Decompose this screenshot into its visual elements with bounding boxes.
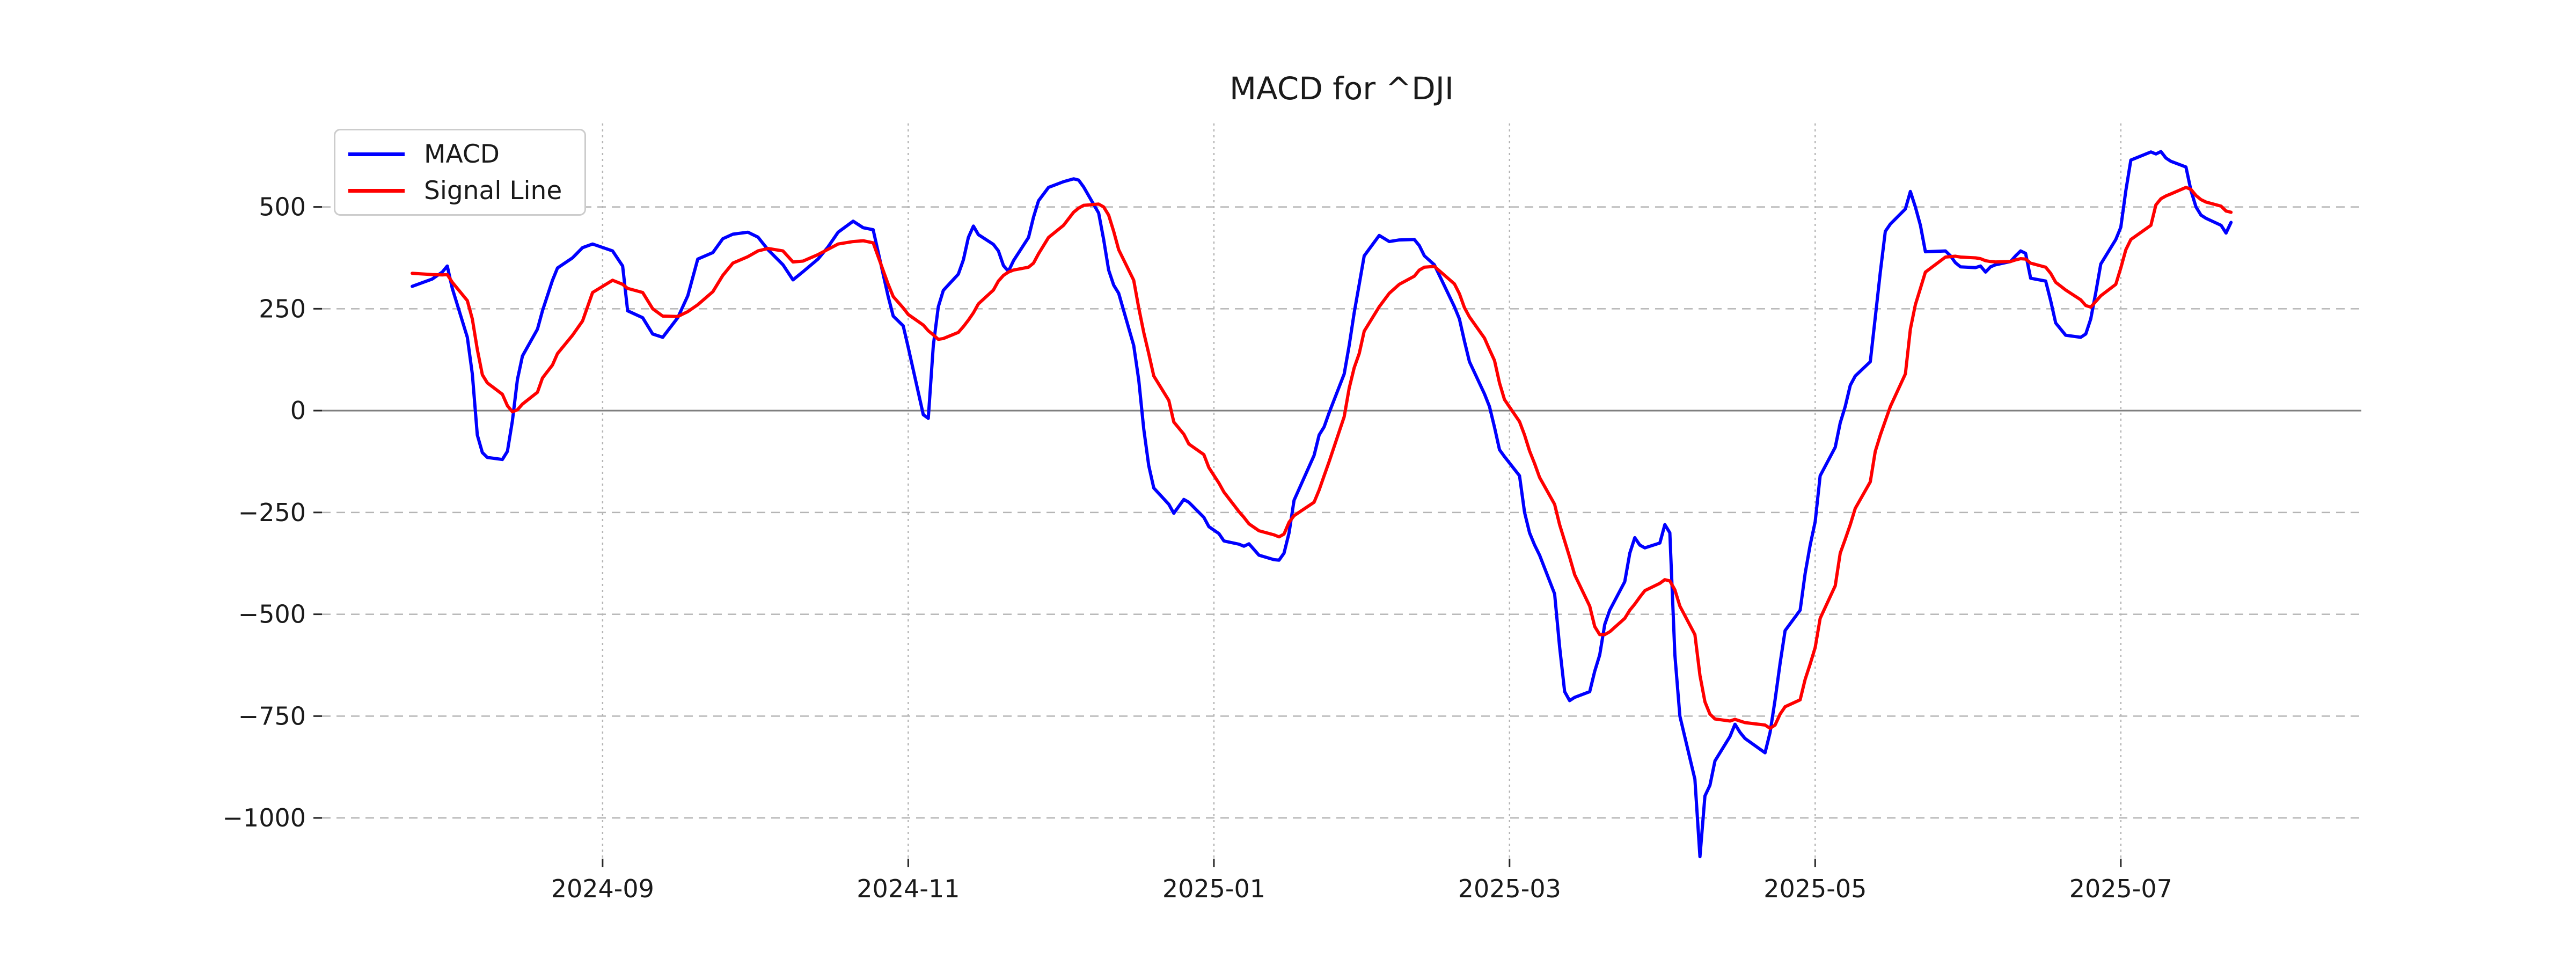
signal-line (411, 186, 2233, 730)
y-tick-label: 500 (259, 193, 306, 222)
legend: MACD Signal Line (334, 129, 586, 216)
signal-line-swatch-icon (348, 188, 405, 193)
y-tick-label: −250 (238, 498, 306, 527)
y-tick-label: −1000 (222, 803, 306, 832)
macd-line (411, 150, 2233, 859)
x-tick-label: 2025-05 (1763, 874, 1867, 903)
series-layer (411, 150, 2233, 859)
legend-label-signal: Signal Line (424, 175, 562, 206)
legend-row-signal: Signal Line (348, 176, 584, 206)
x-tick-label: 2025-03 (1458, 874, 1561, 903)
y-tick-label: 250 (259, 294, 306, 323)
x-tick-label: 2025-01 (1162, 874, 1265, 903)
x-tick-label: 2025-07 (2069, 874, 2172, 903)
y-tick-label: −750 (238, 701, 306, 730)
legend-row-macd: MACD (348, 140, 584, 169)
macd-line-swatch-icon (348, 152, 405, 156)
grid-layer (322, 123, 2361, 859)
x-tick-label: 2024-11 (857, 874, 960, 903)
x-tick-label: 2024-09 (551, 874, 654, 903)
y-tick-label: 0 (290, 396, 306, 425)
y-tick-label: −500 (238, 600, 306, 629)
chart-title: MACD for ^DJI (1230, 70, 1454, 107)
legend-label-macd: MACD (424, 139, 500, 169)
tick-layer: 500 250 0 −250 −500 −750 −1000 2024-09 2024-11 20… (222, 193, 2172, 903)
